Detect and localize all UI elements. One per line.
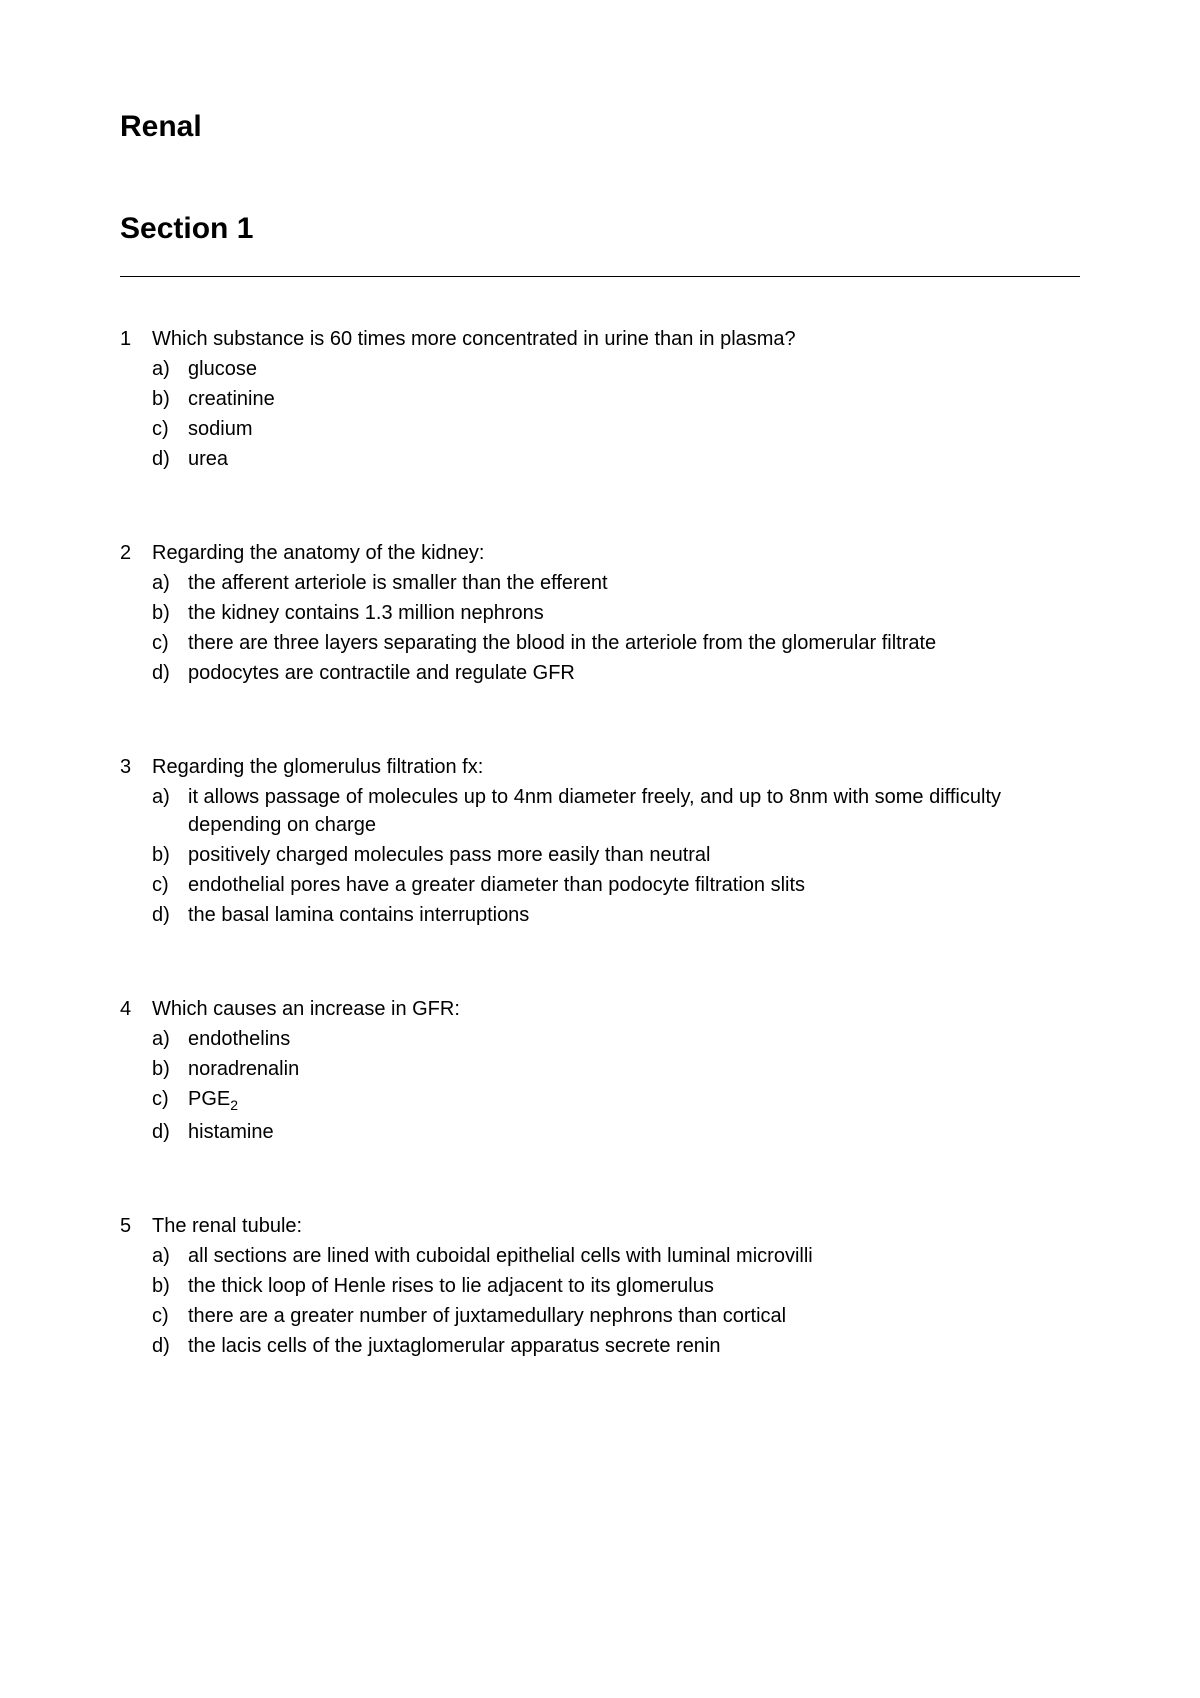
question-block: 2Regarding the anatomy of the kidney:a)t…	[120, 539, 1080, 687]
question-block: 4Which causes an increase in GFR:a)endot…	[120, 995, 1080, 1146]
question-text: Regarding the glomerulus filtration fx:	[152, 753, 1080, 781]
option-text: there are three layers separating the bl…	[188, 629, 1080, 657]
option-text: there are a greater number of juxtamedul…	[188, 1302, 1080, 1330]
option-letter: c)	[152, 415, 188, 443]
option-row: d)the lacis cells of the juxtaglomerular…	[120, 1332, 1080, 1360]
question-number: 1	[120, 325, 152, 353]
question-block: 5The renal tubule:a)all sections are lin…	[120, 1212, 1080, 1360]
question-number: 2	[120, 539, 152, 567]
option-text: urea	[188, 445, 1080, 473]
option-letter: b)	[152, 599, 188, 627]
option-letter: a)	[152, 1242, 188, 1270]
option-text: podocytes are contractile and regulate G…	[188, 659, 1080, 687]
option-subscript: 2	[230, 1097, 238, 1113]
questions-container: 1Which substance is 60 times more concen…	[120, 325, 1080, 1360]
option-letter: b)	[152, 385, 188, 413]
option-row: b)positively charged molecules pass more…	[120, 841, 1080, 869]
option-letter: a)	[152, 783, 188, 839]
option-text: the lacis cells of the juxtaglomerular a…	[188, 1332, 1080, 1360]
option-letter: b)	[152, 841, 188, 869]
option-row: b)the thick loop of Henle rises to lie a…	[120, 1272, 1080, 1300]
question-row: 2Regarding the anatomy of the kidney:	[120, 539, 1080, 567]
option-text: PGE2	[188, 1085, 1080, 1116]
option-text: the kidney contains 1.3 million nephrons	[188, 599, 1080, 627]
option-letter: d)	[152, 659, 188, 687]
question-text: The renal tubule:	[152, 1212, 1080, 1240]
option-row: c)PGE2	[120, 1085, 1080, 1116]
option-letter: a)	[152, 569, 188, 597]
section-divider	[120, 276, 1080, 277]
option-row: b)creatinine	[120, 385, 1080, 413]
option-row: d)urea	[120, 445, 1080, 473]
question-text: Which causes an increase in GFR:	[152, 995, 1080, 1023]
option-row: d)the basal lamina contains interruption…	[120, 901, 1080, 929]
question-block: 1Which substance is 60 times more concen…	[120, 325, 1080, 473]
option-letter: c)	[152, 629, 188, 657]
option-row: a)all sections are lined with cuboidal e…	[120, 1242, 1080, 1270]
option-row: c)sodium	[120, 415, 1080, 443]
question-text: Which substance is 60 times more concent…	[152, 325, 1080, 353]
option-text: the thick loop of Henle rises to lie adj…	[188, 1272, 1080, 1300]
question-row: 3Regarding the glomerulus filtration fx:	[120, 753, 1080, 781]
page-title: Renal	[120, 110, 1080, 144]
option-row: c)there are three layers separating the …	[120, 629, 1080, 657]
option-letter: b)	[152, 1272, 188, 1300]
option-row: d)histamine	[120, 1118, 1080, 1146]
question-number: 4	[120, 995, 152, 1023]
option-letter: a)	[152, 1025, 188, 1053]
option-letter: d)	[152, 901, 188, 929]
question-number: 3	[120, 753, 152, 781]
question-row: 4Which causes an increase in GFR:	[120, 995, 1080, 1023]
option-row: a)the afferent arteriole is smaller than…	[120, 569, 1080, 597]
option-text: endothelins	[188, 1025, 1080, 1053]
option-row: d)podocytes are contractile and regulate…	[120, 659, 1080, 687]
option-letter: d)	[152, 1118, 188, 1146]
option-letter: c)	[152, 1302, 188, 1330]
option-row: a)glucose	[120, 355, 1080, 383]
option-letter: b)	[152, 1055, 188, 1083]
option-text: the basal lamina contains interruptions	[188, 901, 1080, 929]
section-title: Section 1	[120, 212, 1080, 246]
option-letter: d)	[152, 445, 188, 473]
option-text: noradrenalin	[188, 1055, 1080, 1083]
option-text: creatinine	[188, 385, 1080, 413]
option-text: glucose	[188, 355, 1080, 383]
option-text: it allows passage of molecules up to 4nm…	[188, 783, 1080, 839]
option-row: a)it allows passage of molecules up to 4…	[120, 783, 1080, 839]
option-row: c)there are a greater number of juxtamed…	[120, 1302, 1080, 1330]
option-text: histamine	[188, 1118, 1080, 1146]
option-text: positively charged molecules pass more e…	[188, 841, 1080, 869]
question-text: Regarding the anatomy of the kidney:	[152, 539, 1080, 567]
option-letter: c)	[152, 871, 188, 899]
option-row: c)endothelial pores have a greater diame…	[120, 871, 1080, 899]
option-letter: a)	[152, 355, 188, 383]
option-row: b)noradrenalin	[120, 1055, 1080, 1083]
question-row: 1Which substance is 60 times more concen…	[120, 325, 1080, 353]
option-text: sodium	[188, 415, 1080, 443]
question-block: 3Regarding the glomerulus filtration fx:…	[120, 753, 1080, 929]
option-text: endothelial pores have a greater diamete…	[188, 871, 1080, 899]
option-letter: c)	[152, 1085, 188, 1116]
question-row: 5The renal tubule:	[120, 1212, 1080, 1240]
question-number: 5	[120, 1212, 152, 1240]
option-text: all sections are lined with cuboidal epi…	[188, 1242, 1080, 1270]
option-letter: d)	[152, 1332, 188, 1360]
option-text: the afferent arteriole is smaller than t…	[188, 569, 1080, 597]
option-row: b)the kidney contains 1.3 million nephro…	[120, 599, 1080, 627]
option-row: a)endothelins	[120, 1025, 1080, 1053]
